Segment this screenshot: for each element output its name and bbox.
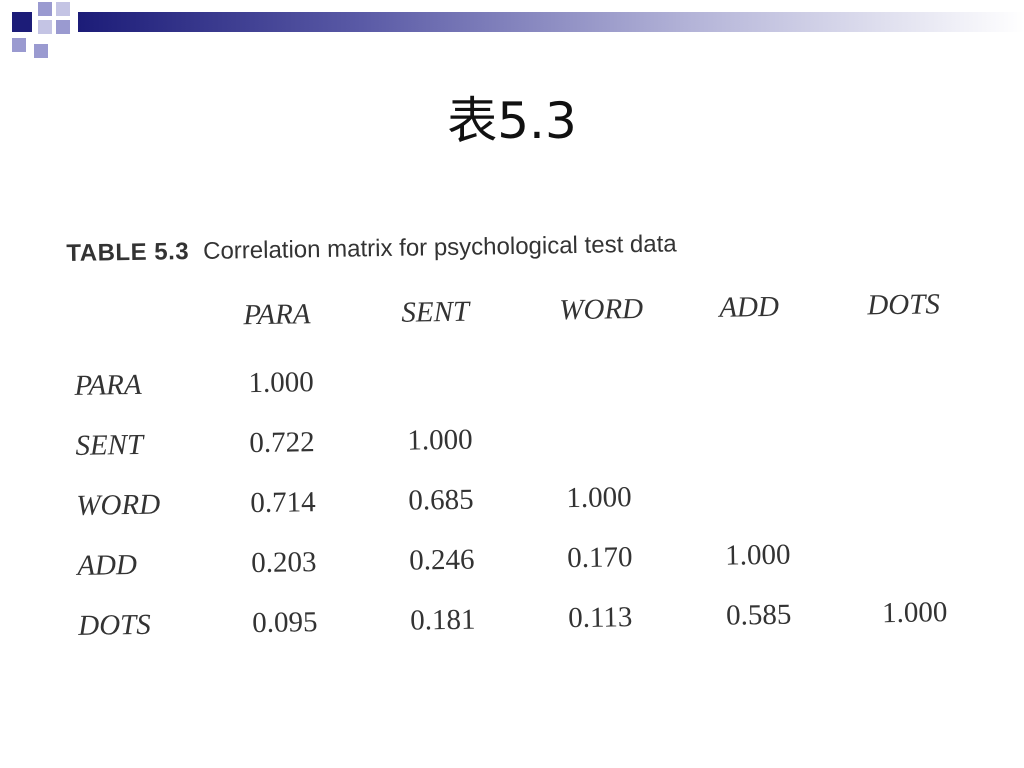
table-caption-text: Correlation matrix for psychological tes… xyxy=(202,230,677,265)
table-cell: 1.000 xyxy=(881,596,948,630)
table-cell: 0.113 xyxy=(567,601,633,635)
deco-square xyxy=(56,2,70,16)
column-header: WORD xyxy=(559,292,644,327)
table-cell: 0.170 xyxy=(566,541,633,575)
deco-square xyxy=(38,20,52,34)
deco-square xyxy=(56,20,70,34)
table-caption: TABLE 5.3 Correlation matrix for psycholo… xyxy=(66,230,677,268)
row-header: PARA xyxy=(74,368,142,402)
header-decoration xyxy=(0,0,1024,70)
column-header: ADD xyxy=(719,290,780,324)
deco-square xyxy=(38,2,52,16)
table-cell: 0.095 xyxy=(251,606,318,640)
header-gradient-bar xyxy=(78,12,1024,32)
table-cell: 0.246 xyxy=(409,543,475,577)
table-cell: 0.203 xyxy=(251,546,317,580)
row-header: WORD xyxy=(76,488,161,522)
slide-title: 表5.3 xyxy=(447,92,577,150)
table-cell: 1.000 xyxy=(724,538,791,572)
column-header: DOTS xyxy=(867,288,941,322)
deco-square xyxy=(34,44,48,58)
table-cell: 0.181 xyxy=(409,603,476,637)
table-caption-label: TABLE 5.3 xyxy=(66,238,190,267)
column-header: PARA xyxy=(243,298,311,332)
correlation-table: TABLE 5.3 Correlation matrix for psycholo… xyxy=(66,214,972,648)
column-header: SENT xyxy=(401,295,470,329)
table-cell: 0.722 xyxy=(249,426,315,460)
row-header: SENT xyxy=(75,428,144,462)
table-cell: 0.714 xyxy=(250,486,316,520)
deco-square xyxy=(12,38,26,52)
deco-square xyxy=(12,12,32,32)
row-header: DOTS xyxy=(77,608,152,642)
table-cell: 0.685 xyxy=(408,483,474,517)
table-cell: 0.585 xyxy=(725,598,792,632)
table-cell: 1.000 xyxy=(248,366,314,400)
row-header: ADD xyxy=(77,548,138,582)
table-cell: 1.000 xyxy=(566,481,632,515)
table-cell: 1.000 xyxy=(407,423,473,457)
